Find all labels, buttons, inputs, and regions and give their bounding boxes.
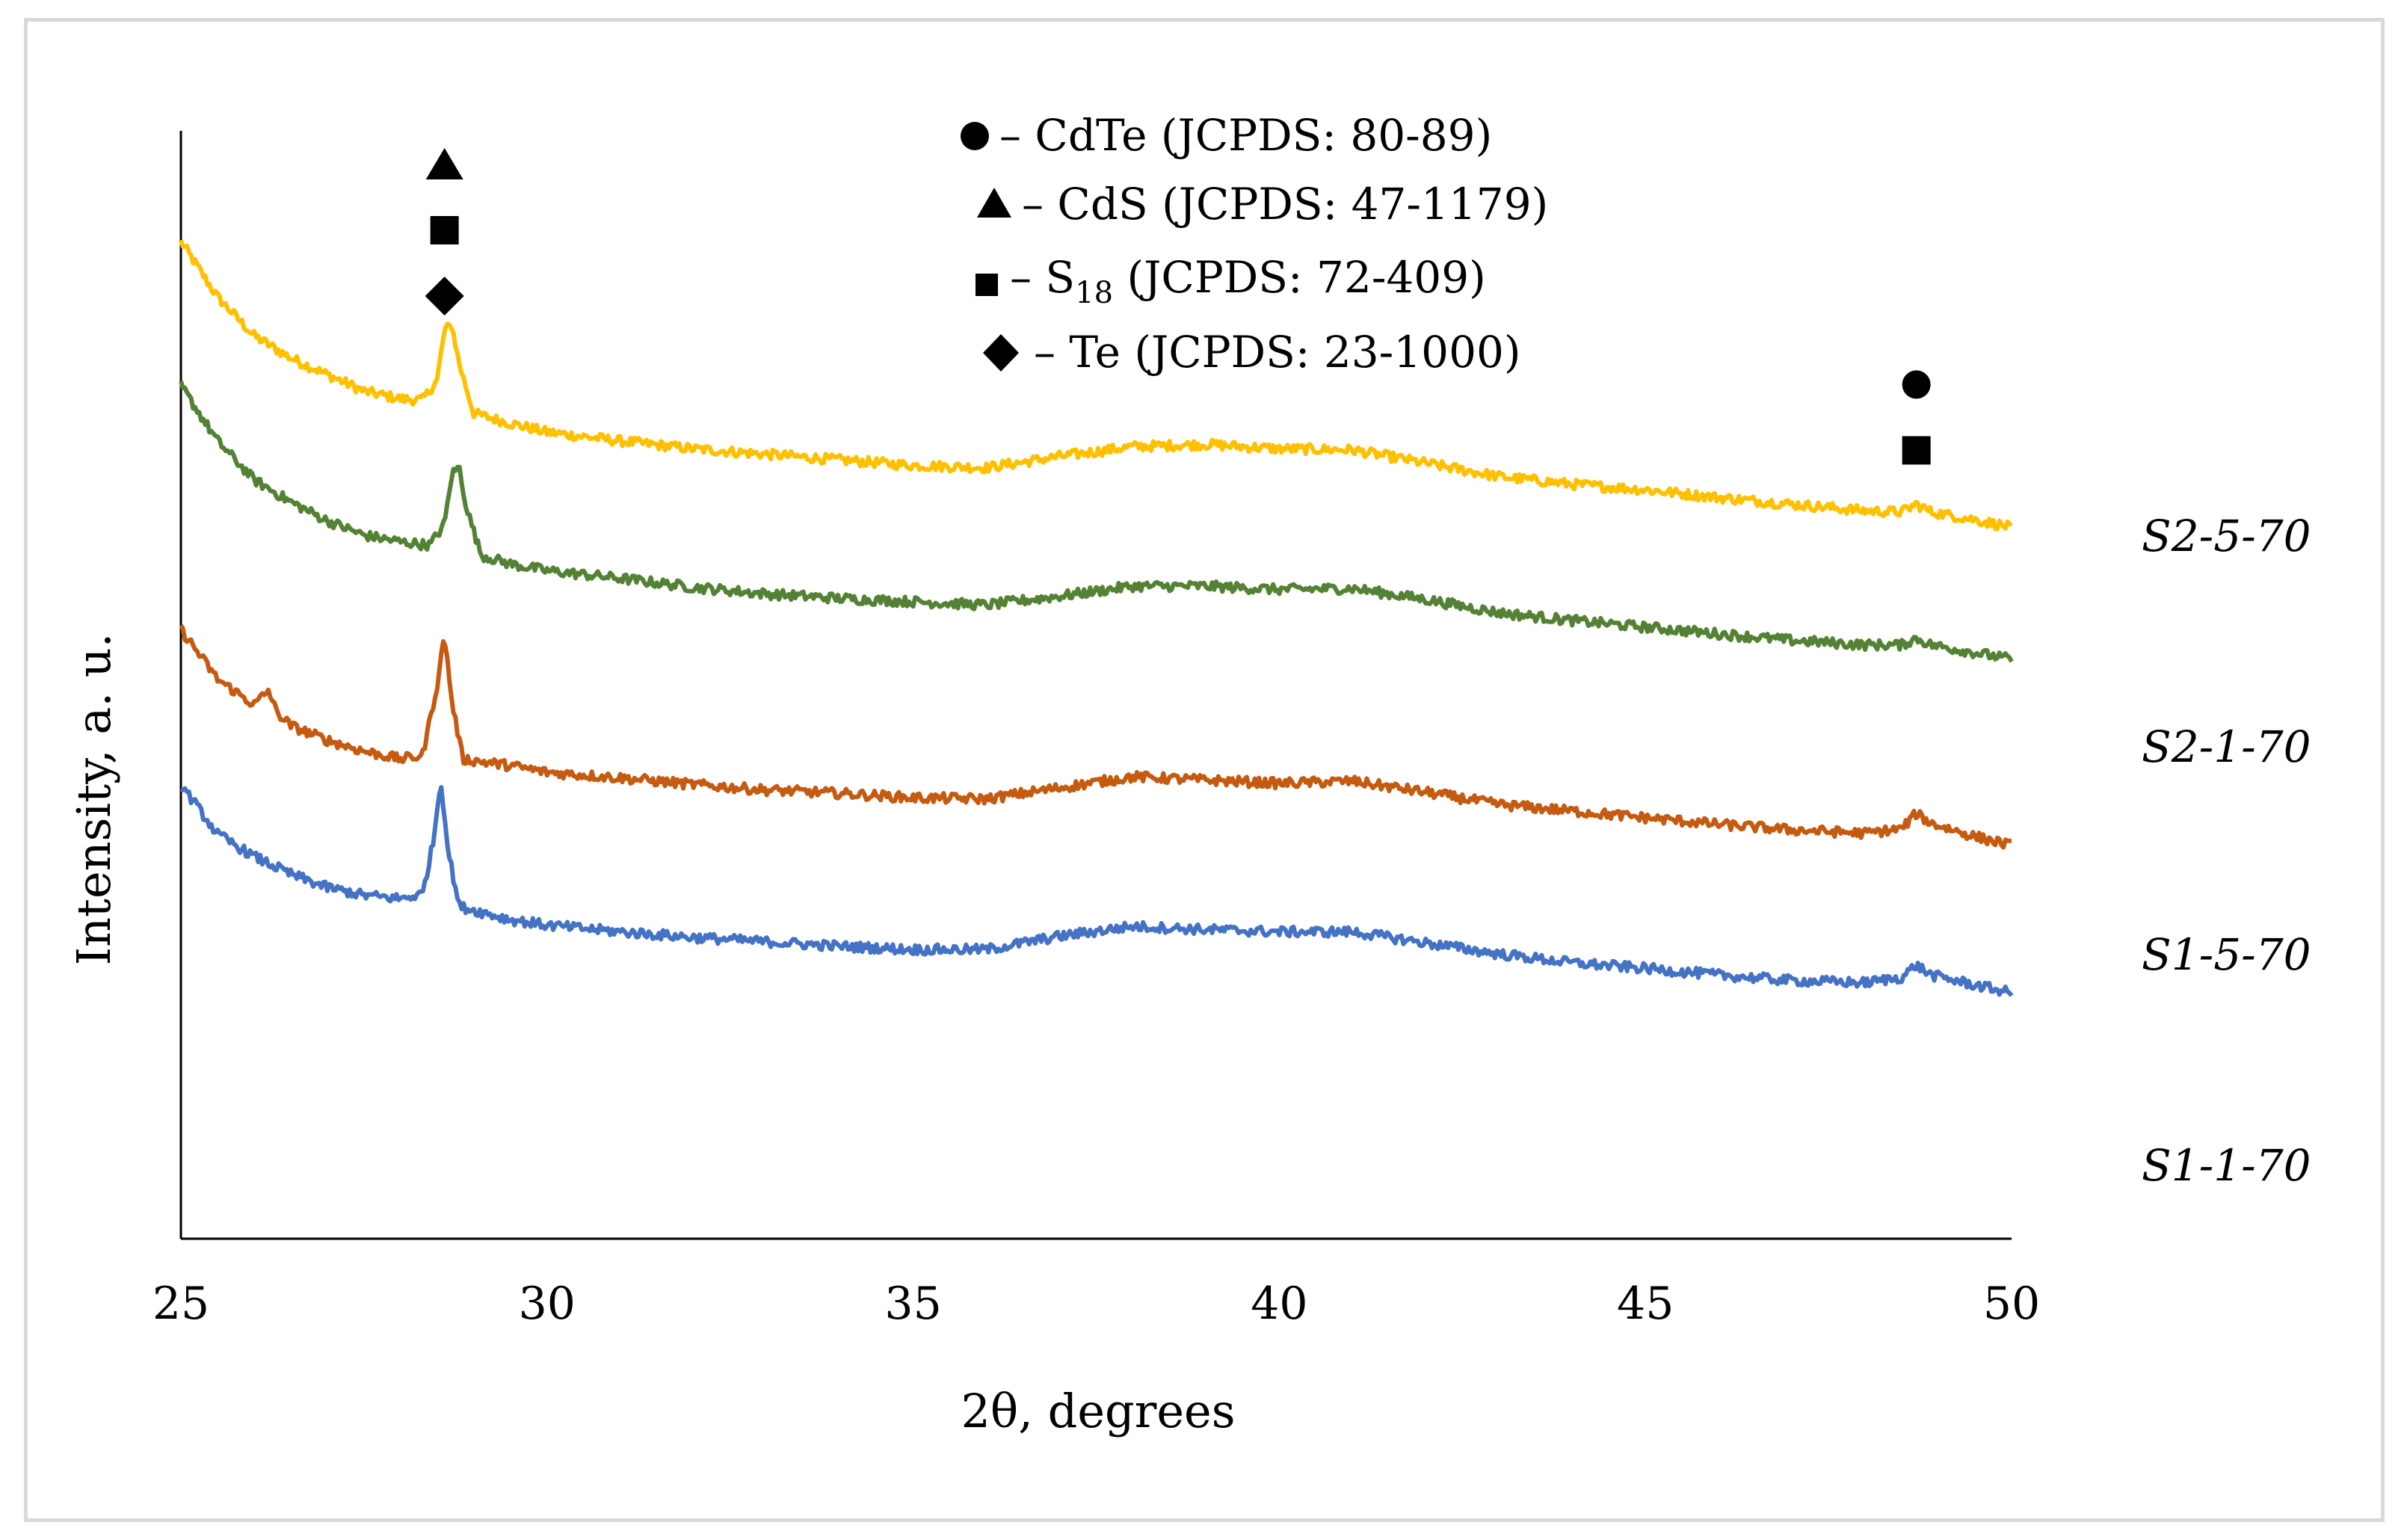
legend-item-cds: – CdS (JCPDS: 47-1179) [977,179,1548,230]
series-line-s2-5-70 [179,239,2013,532]
legend-label-cds: – CdS (JCPDS: 47-1179) [1022,179,1548,230]
peak-circle-icon [1902,370,1931,399]
x-tick-label: 40 [1251,1278,1307,1330]
x-tick-label: 30 [519,1278,576,1330]
legend-square-icon [976,274,998,296]
peak-diamond-icon [425,277,464,315]
sample-label: S1-5-70 [2142,929,2311,980]
sample-label: S1-1-70 [2142,1140,2311,1191]
legend-circle-icon [961,122,989,150]
series-line-s1-5-70 [179,623,2012,850]
series-layer [179,239,2014,997]
legend-item-cdte: – CdTe (JCPDS: 80-89) [961,110,1492,161]
axes [179,131,2012,1240]
legend-item-s18: – S18 (JCPDS: 72-409) [976,252,1486,310]
x-tick-label: 25 [152,1278,209,1330]
legend-label-cdte: – CdTe (JCPDS: 80-89) [999,110,1492,161]
legend-label-s18-prefix: – S [1010,252,1075,303]
peak-marker-layer [425,148,1931,465]
sample-label: S2-1-70 [2142,721,2311,772]
series-line-s1-1-70 [180,785,2014,997]
figure-frame: 25 30 35 40 45 50 2θ, degrees Intensity,… [24,18,2385,1522]
legend-triangle-icon [977,188,1011,218]
x-axis-title: 2θ, degrees [961,1384,1235,1438]
legend: – CdTe (JCPDS: 80-89) – CdS (JCPDS: 47-1… [961,110,1548,378]
x-tick-label: 45 [1617,1278,1674,1330]
legend-diamond-icon [983,334,1019,372]
sample-labels: S2-5-70 S2-1-70 S1-5-70 S1-1-70 [2142,511,2311,1191]
legend-label-s18: – S18 (JCPDS: 72-409) [1010,252,1486,310]
series-line-s2-1-70 [179,380,2014,663]
legend-label-s18-suffix: (JCPDS: 72-409) [1113,252,1486,303]
peak-triangle-icon [425,148,463,179]
x-tick-label: 50 [1983,1278,2040,1330]
xrd-chart: 25 30 35 40 45 50 2θ, degrees Intensity,… [67,110,2311,1438]
x-tick-labels: 25 30 35 40 45 50 [152,1278,2040,1330]
x-tick-label: 35 [884,1278,941,1330]
peak-square-icon [1902,436,1931,465]
sample-label: S2-5-70 [2142,511,2311,561]
legend-label-s18-subscript: 18 [1075,276,1113,310]
legend-item-te: – Te (JCPDS: 23-1000) [983,327,1521,378]
peak-square-icon [430,216,459,244]
legend-label-te: – Te (JCPDS: 23-1000) [1034,327,1521,378]
y-axis-title: Intensity, a. u. [67,633,121,966]
